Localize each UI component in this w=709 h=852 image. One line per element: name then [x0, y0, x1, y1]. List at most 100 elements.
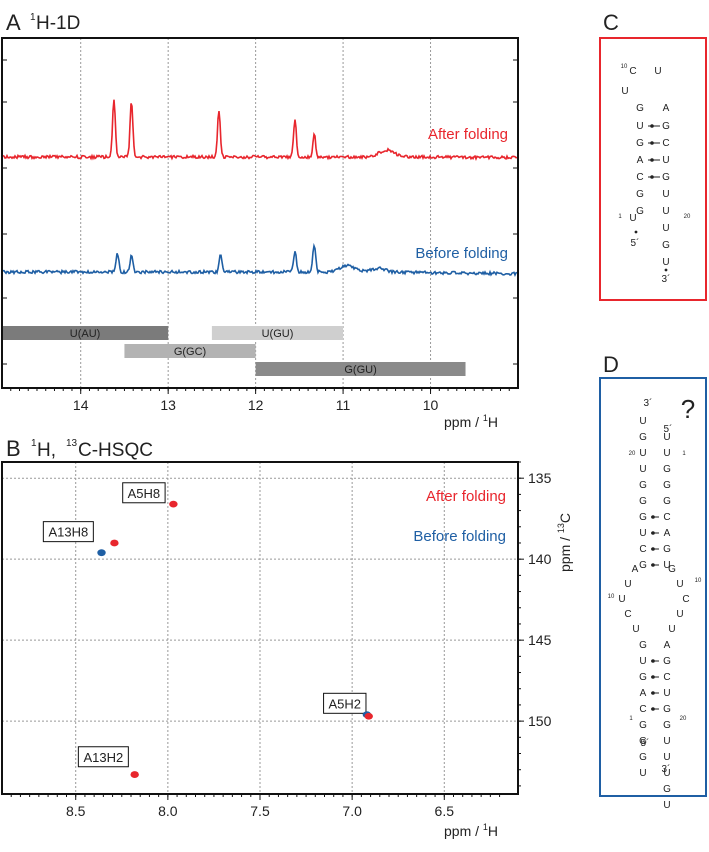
- spectrum-after: [2, 99, 518, 161]
- c-nt-left-0: U: [636, 121, 643, 132]
- d-idx-20-top: 20: [629, 451, 636, 457]
- d-loop-C2: C: [624, 609, 631, 620]
- range-bar-3: [255, 362, 466, 376]
- d-top-left-7: U: [639, 528, 646, 539]
- x-tick-label-14: 14: [73, 397, 89, 413]
- y-tick-label-150: 150: [528, 713, 552, 729]
- panel-a-letter: A: [6, 10, 21, 35]
- c-nt-left-1: G: [636, 138, 644, 149]
- d-bot-right-2: U: [663, 688, 670, 699]
- d-bot-right-1: C: [663, 672, 670, 683]
- annotation-A13H8: A13H8: [48, 525, 88, 540]
- y-tick-label-140: 140: [528, 551, 552, 567]
- c-index-20: 20: [684, 214, 691, 220]
- panel-b-title-sup1: 1: [31, 438, 37, 449]
- peak-after-2: [364, 712, 373, 720]
- d-idx-10-right: 10: [695, 578, 702, 584]
- d-loop-U6: U: [668, 624, 675, 635]
- annotation-box-3: [77, 746, 129, 768]
- panel-a: A 1 H-1D U(AU) U(GU) G(GC) G(GU) After fold…: [1, 10, 519, 430]
- c-strand-dot: [664, 268, 668, 272]
- d-bot-right-9: U: [663, 800, 670, 811]
- d-bot-right-5: U: [663, 736, 670, 747]
- c-nt-G21: G: [662, 240, 670, 251]
- d-bot-right-3: G: [663, 704, 671, 715]
- d-loop-U4: U: [676, 609, 683, 620]
- c-nt-G7: G: [636, 103, 644, 114]
- c-nt-right-0: G: [662, 121, 670, 132]
- legend-after-folding-b: After folding: [426, 488, 506, 505]
- panel-b-grid: [2, 462, 518, 794]
- x-tick-label-10: 10: [423, 397, 439, 413]
- d-bot-left-1: G: [639, 672, 647, 683]
- d-three-prime-top: 3´: [644, 397, 653, 409]
- range-bar-2: [124, 344, 256, 358]
- x-tick-label-7.5: 7.5: [250, 803, 270, 819]
- annotation-box-0: [122, 482, 166, 504]
- d-bot-right-4: G: [663, 720, 671, 731]
- d-top-left-5: G: [639, 496, 647, 507]
- d-five-prime-top: 5´: [664, 423, 673, 435]
- x-tick-label-8.5: 8.5: [66, 803, 86, 819]
- d-loop-U3: U: [618, 594, 625, 605]
- d-top-left-1: G: [639, 432, 647, 443]
- peak-after-0: [169, 500, 178, 508]
- c-five-prime: 5´: [631, 237, 640, 249]
- x-tick-label-8: 8.0: [158, 803, 178, 819]
- d-bot-left-6: G: [639, 752, 647, 763]
- d-low-A: A: [664, 640, 671, 651]
- d-loop-U1: U: [624, 579, 631, 590]
- d-three-prime-bottom: 3´: [662, 763, 671, 775]
- d-loop-C: C: [682, 594, 689, 605]
- d-top-left-4: G: [639, 480, 647, 491]
- d-top-left-9: G: [639, 560, 647, 571]
- base-pair-dot: [650, 141, 654, 145]
- d-idx-20-bottom: 20: [680, 716, 687, 722]
- annotation-A5H2: A5H2: [329, 696, 362, 711]
- panel-c-frame: [599, 37, 707, 301]
- d-bot-left-7: U: [639, 768, 646, 779]
- panel-b-xlabel: ppm / 1H: [444, 822, 498, 839]
- range-bar-0: [2, 326, 169, 340]
- annotation-A5H8: A5H8: [128, 486, 161, 501]
- d-bot-right-8: G: [663, 784, 671, 795]
- panel-b-title-sup2: 13: [66, 438, 78, 449]
- c-nt-U-low: U: [662, 189, 669, 200]
- panel-c-letter: C: [603, 10, 619, 35]
- range-label-1: U(GU): [262, 328, 294, 340]
- d-bot-right-6: U: [663, 752, 670, 763]
- legend-before-folding-a: Before folding: [415, 245, 508, 262]
- c-nt-C-loop: C: [629, 66, 636, 77]
- c-nt-right-2: U: [662, 155, 669, 166]
- c-nt-G-low: G: [636, 189, 644, 200]
- d-bot-right-0: G: [663, 656, 671, 667]
- panel-a-x-ticks: 14 13 12 11 10: [2, 59, 518, 413]
- range-bar-1: [211, 326, 344, 340]
- base-pair-dot: [650, 158, 654, 162]
- spectrum-before: [3, 242, 518, 278]
- c-nt-U1: U: [629, 213, 636, 224]
- peak-before-0: [97, 549, 106, 557]
- base-pair-dot: [651, 547, 655, 551]
- d-loop-U5: U: [632, 624, 639, 635]
- d-bot-right-7: U: [663, 768, 670, 779]
- x-tick-label-11: 11: [336, 397, 351, 413]
- c-nt-right-1: C: [662, 138, 669, 149]
- d-idx-1-bottom: 1: [629, 716, 633, 722]
- panel-a-title-sup: 1: [30, 12, 36, 23]
- d-top-left-0: U: [639, 416, 646, 427]
- c-strand-dot: [634, 230, 638, 234]
- c-nt-left-3: C: [636, 172, 643, 183]
- panel-a-frame: [1, 37, 519, 389]
- c-tick-1: 1: [618, 214, 622, 220]
- c-nt-right-3: G: [662, 172, 670, 183]
- d-bot-left-5: G: [639, 736, 647, 747]
- base-pair-dot: [651, 563, 655, 567]
- d-loop-A-left: A: [632, 564, 639, 575]
- panel-d-letter: D: [603, 352, 619, 377]
- legend-after-folding-a: After folding: [428, 126, 508, 143]
- d-bot-left-2: A: [640, 688, 647, 699]
- y-tick-label-135: 135: [528, 470, 552, 486]
